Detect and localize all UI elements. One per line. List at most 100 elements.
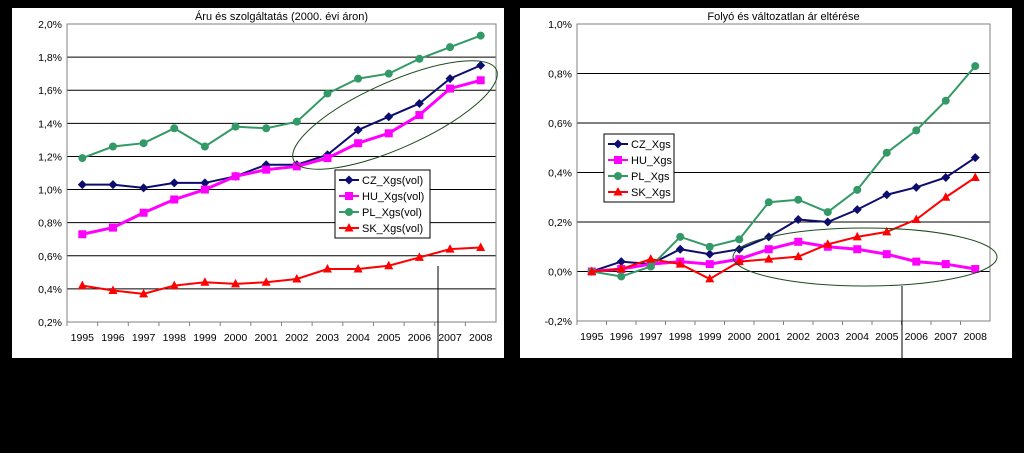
series-line [591, 176, 976, 281]
data-point [445, 74, 455, 84]
series-line [591, 65, 977, 278]
data-point [384, 129, 393, 138]
chart-left-legend: CZ_Xgs(vol) HU_Xgs(vol) PL_Xgs(vol) SK_Xgs(… [334, 169, 431, 239]
data-point [971, 265, 980, 274]
legend-marker [613, 187, 623, 196]
data-point [108, 223, 117, 232]
data-point [853, 185, 862, 194]
data-point [616, 264, 626, 273]
data-point [384, 112, 394, 122]
data-point [970, 153, 980, 163]
data-point [617, 272, 626, 281]
data-point [77, 280, 87, 290]
data-point [675, 244, 685, 254]
data-point [476, 31, 485, 40]
x-tick-label: 1997 [639, 331, 663, 343]
data-point [262, 165, 271, 174]
x-tick-label: 1996 [101, 332, 125, 344]
chart-left-title: Áru és szolgáltatás (2000. évi áron) [195, 10, 368, 23]
highlight-ellipse [292, 60, 498, 170]
data-point [476, 60, 486, 70]
data-point [616, 257, 626, 267]
data-point [941, 260, 950, 269]
data-point [853, 245, 862, 254]
data-point [169, 280, 179, 290]
data-point [231, 278, 241, 288]
data-point [735, 235, 744, 244]
data-point [941, 172, 951, 182]
y-tick-label: 0,6% [38, 251, 62, 263]
data-point [139, 183, 149, 193]
legend-marker [614, 156, 622, 164]
chart-left: Áru és szolgáltatás (2000. évi áron) 0,2%… [38, 10, 498, 358]
data-point [231, 172, 240, 181]
data-point [941, 96, 950, 105]
series-line [82, 78, 482, 236]
y-tick-label: 1,0% [38, 185, 62, 197]
y-tick-label: 1,0% [548, 19, 572, 31]
data-point [108, 285, 118, 295]
data-point [705, 242, 714, 251]
data-point [764, 198, 773, 207]
data-point [292, 162, 301, 171]
chart-right-title: Folyó és változatlan ár eltérése [707, 11, 859, 23]
data-point [169, 178, 179, 188]
data-point [384, 69, 393, 78]
legend-marker [613, 139, 623, 149]
x-tick-label: 2004 [846, 331, 870, 343]
x-tick-label: 2003 [816, 331, 840, 343]
x-tick-label: 2001 [757, 331, 781, 343]
chart-right-legend: CZ_Xgs HU_Xgs PL_Xgs SK_Xgs [603, 133, 675, 203]
series-HU_Xgs(vol) [78, 76, 485, 239]
x-tick-label: 1999 [698, 331, 722, 343]
data-point [414, 98, 424, 108]
x-tick-label: 2007 [934, 331, 958, 343]
data-point [764, 254, 774, 263]
x-tick-label: 2002 [285, 332, 309, 344]
data-point [200, 178, 210, 188]
legend-marker [344, 175, 354, 185]
data-point [292, 117, 301, 126]
data-point [794, 195, 803, 204]
data-point [170, 195, 179, 204]
x-tick-label: 2000 [224, 332, 248, 344]
data-point [261, 277, 271, 286]
highlight-ellipse [732, 227, 998, 287]
data-point [911, 214, 921, 224]
data-point [852, 231, 862, 241]
series-line [81, 34, 482, 160]
data-point [823, 208, 832, 217]
data-point [476, 76, 485, 85]
data-point [764, 245, 773, 254]
data-point [108, 142, 117, 151]
data-point [852, 205, 862, 215]
x-tick-label: 1997 [132, 332, 156, 344]
data-point [384, 260, 394, 270]
data-point [970, 172, 980, 181]
x-tick-label: 2007 [438, 332, 462, 344]
x-tick-label: 2003 [316, 332, 340, 344]
legend-marker [345, 208, 353, 216]
series-line [82, 246, 481, 295]
x-tick-label: 2001 [254, 332, 278, 344]
data-point [823, 217, 833, 227]
data-point [78, 230, 87, 239]
series-PL_Xgs [587, 62, 980, 281]
series-SK_Xgs(vol) [77, 242, 486, 298]
data-point [705, 260, 714, 269]
data-point [231, 122, 240, 131]
x-tick-label: 1996 [610, 331, 634, 343]
data-point [793, 215, 803, 225]
x-tick-label: 2004 [346, 332, 370, 344]
legend-marker [345, 192, 353, 200]
x-tick-label: 1995 [580, 331, 604, 343]
x-tick-label: 1998 [669, 331, 693, 343]
data-point [446, 43, 455, 52]
data-point [139, 208, 148, 217]
series-SK_Xgs [587, 172, 980, 283]
x-tick-label: 2008 [964, 331, 988, 343]
data-point [354, 74, 363, 83]
chart-right: Folyó és változatlan ár eltérése -0,2% 0,0… [545, 11, 998, 358]
y-tick-label: 0,8% [38, 218, 62, 230]
data-point [705, 249, 715, 259]
